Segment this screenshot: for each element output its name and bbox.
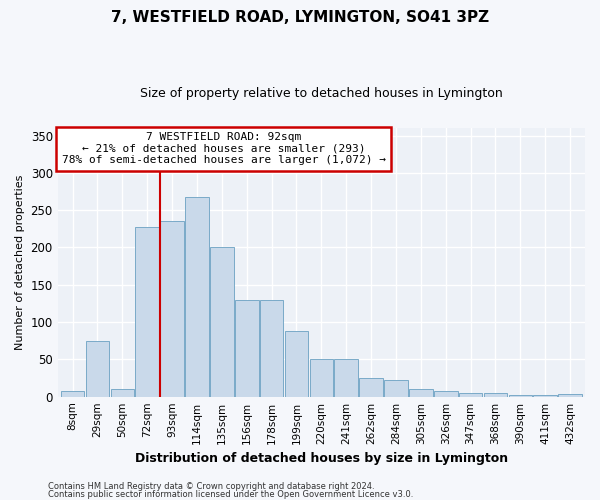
Bar [533, 395, 557, 396]
Bar [459, 393, 482, 396]
Bar [61, 390, 85, 396]
Bar [409, 389, 433, 396]
Bar [86, 340, 109, 396]
Text: Contains HM Land Registry data © Crown copyright and database right 2024.: Contains HM Land Registry data © Crown c… [48, 482, 374, 491]
Bar [310, 360, 333, 397]
Bar [185, 196, 209, 396]
Bar [359, 378, 383, 396]
Bar [110, 389, 134, 396]
Bar [210, 248, 233, 396]
Bar [558, 394, 582, 396]
X-axis label: Distribution of detached houses by size in Lymington: Distribution of detached houses by size … [135, 452, 508, 465]
Bar [235, 300, 259, 396]
Bar [434, 390, 458, 396]
Title: Size of property relative to detached houses in Lymington: Size of property relative to detached ho… [140, 88, 503, 101]
Bar [284, 331, 308, 396]
Bar [136, 226, 159, 396]
Bar [334, 360, 358, 397]
Y-axis label: Number of detached properties: Number of detached properties [15, 174, 25, 350]
Text: Contains public sector information licensed under the Open Government Licence v3: Contains public sector information licen… [48, 490, 413, 499]
Bar [484, 393, 507, 396]
Bar [384, 380, 408, 396]
Bar [509, 395, 532, 396]
Bar [260, 300, 283, 396]
Bar [160, 222, 184, 396]
Text: 7 WESTFIELD ROAD: 92sqm
← 21% of detached houses are smaller (293)
78% of semi-d: 7 WESTFIELD ROAD: 92sqm ← 21% of detache… [62, 132, 386, 166]
Text: 7, WESTFIELD ROAD, LYMINGTON, SO41 3PZ: 7, WESTFIELD ROAD, LYMINGTON, SO41 3PZ [111, 10, 489, 25]
